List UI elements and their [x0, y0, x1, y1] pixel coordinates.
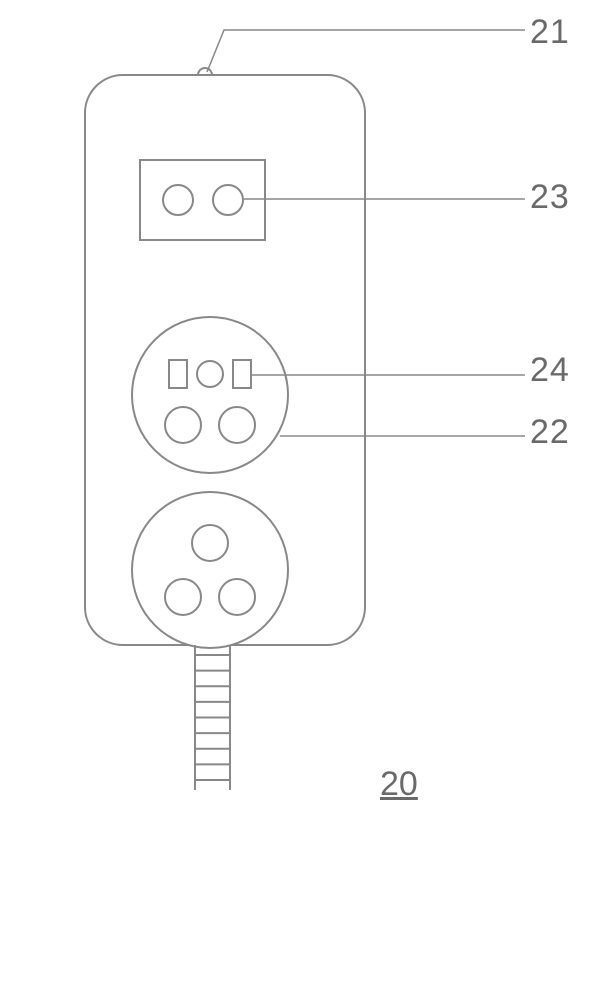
top-notch — [198, 68, 212, 75]
outlet-0-hole-0 — [165, 407, 201, 443]
outlet-0 — [132, 317, 288, 473]
outlet-1-hole-2 — [219, 579, 255, 615]
outlet-1-hole-0 — [192, 525, 228, 561]
callout-21: 21 — [530, 13, 570, 52]
switch-panel — [140, 160, 265, 240]
outlet-1 — [132, 492, 288, 648]
outlet-0-slot-2 — [233, 360, 251, 388]
leader-l21 — [207, 30, 525, 72]
outlet-1-hole-1 — [165, 579, 201, 615]
callout-22: 22 — [530, 413, 570, 452]
figure-number: 20 — [380, 765, 418, 804]
callout-24: 24 — [530, 351, 570, 390]
callout-23: 23 — [530, 178, 570, 217]
outlet-0-slot-0 — [169, 360, 187, 388]
outlet-0-hole-1 — [219, 407, 255, 443]
outlet-0-slot-1 — [197, 361, 223, 387]
switch-hole-1 — [213, 185, 243, 215]
switch-hole-0 — [163, 185, 193, 215]
